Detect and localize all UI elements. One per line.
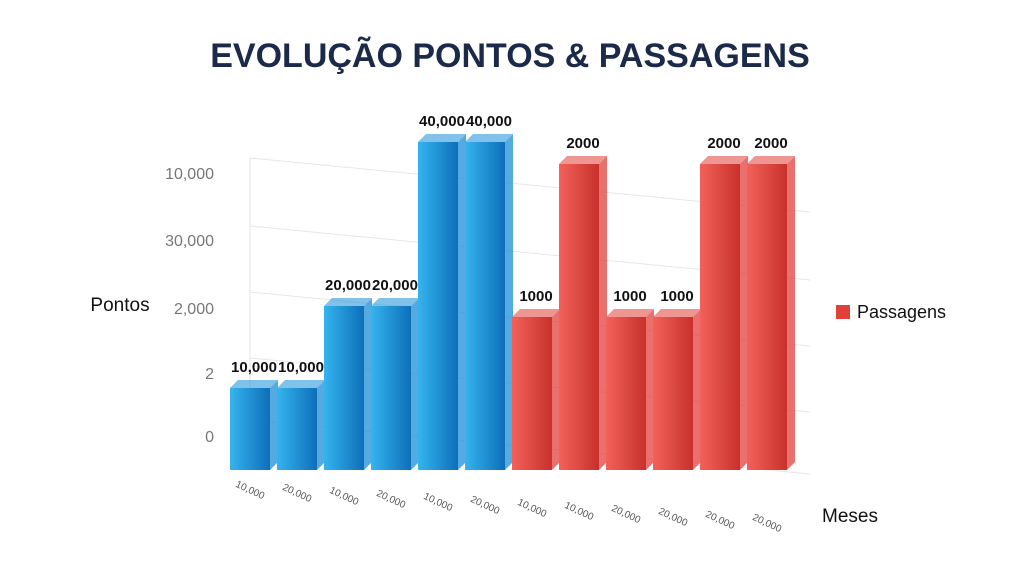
bar — [418, 142, 458, 470]
value-label: 20,000 — [325, 277, 371, 294]
y-axis-label: 0 — [205, 429, 214, 446]
value-label: 1000 — [613, 288, 646, 305]
value-label: 2000 — [754, 135, 787, 152]
x-tick-label: 10,000 — [234, 479, 267, 502]
bar-side — [693, 309, 701, 470]
y-axis-label: 30,000 — [165, 233, 214, 250]
y-axis-label: 2 — [205, 366, 214, 383]
bar-top — [324, 298, 372, 306]
bar-side — [599, 156, 607, 470]
y-axis-label: Pontos — [90, 295, 149, 316]
bar-top — [653, 309, 701, 317]
bar-top — [700, 156, 748, 164]
bar-top — [559, 156, 607, 164]
bar — [606, 317, 646, 470]
bar — [700, 164, 740, 470]
bar-top — [606, 309, 654, 317]
bar-side — [505, 134, 513, 470]
x-tick-label: 20,000 — [469, 494, 502, 517]
bar-side — [270, 380, 278, 470]
bar — [512, 317, 552, 470]
chart-title: EVOLUÇÃO PONTOS & PASSAGENS — [210, 37, 810, 75]
bar-side — [787, 156, 795, 470]
bar-side — [740, 156, 748, 470]
x-tick-label: 10,000 — [422, 491, 455, 514]
x-axis-label: Meses — [822, 506, 878, 527]
x-tick-label: 20,000 — [704, 509, 737, 532]
bar-top — [512, 309, 560, 317]
bar — [465, 142, 505, 470]
bar-top — [230, 380, 278, 388]
x-tick-label: 10,000 — [328, 485, 361, 508]
x-tick-label: 20,000 — [610, 503, 643, 526]
bar — [324, 306, 364, 470]
legend-label: Passagens — [857, 302, 946, 322]
x-tick-label: 20,000 — [281, 482, 314, 505]
value-label: 1000 — [519, 288, 552, 305]
value-label: 40,000 — [466, 113, 512, 130]
legend-swatch — [836, 305, 850, 319]
bar-top — [465, 134, 513, 142]
bar — [747, 164, 787, 470]
bar-top — [418, 134, 466, 142]
bar-top — [747, 156, 795, 164]
x-tick-label: 10,000 — [563, 500, 596, 523]
value-label: 40,000 — [419, 113, 465, 130]
bar-side — [552, 309, 560, 470]
y-axis-label: 10,000 — [165, 166, 214, 183]
bar — [230, 388, 270, 470]
bar — [559, 164, 599, 470]
bar-top — [371, 298, 419, 306]
bar — [277, 388, 317, 470]
bar-side — [458, 134, 466, 470]
x-tick-label: 20,000 — [751, 512, 784, 535]
y-axis-label: 2,000 — [174, 301, 214, 318]
x-tick-label: 10,000 — [516, 497, 549, 520]
bar-side — [317, 380, 325, 470]
value-label: 10,000 — [231, 359, 277, 376]
bar-side — [364, 298, 372, 470]
value-label: 10,000 — [278, 359, 324, 376]
value-label: 2000 — [566, 135, 599, 152]
value-label: 2000 — [707, 135, 740, 152]
bar-top — [277, 380, 325, 388]
bar-side — [411, 298, 419, 470]
bar — [653, 317, 693, 470]
value-label: 20,000 — [372, 277, 418, 294]
x-tick-label: 20,000 — [657, 506, 690, 529]
value-label: 1000 — [660, 288, 693, 305]
bar — [371, 306, 411, 470]
bar-side — [646, 309, 654, 470]
x-tick-label: 20,000 — [375, 488, 408, 511]
